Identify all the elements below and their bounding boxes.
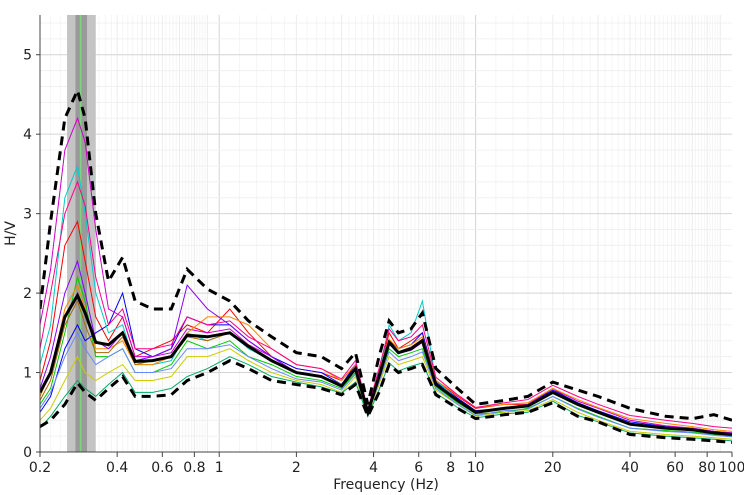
y-tick-label: 5 [23,48,32,64]
x-tick-label: 40 [621,460,639,476]
y-tick-label: 4 [23,127,32,143]
axes [39,15,732,453]
x-tick-label: 1 [215,460,224,476]
window-curve [40,180,732,429]
x-tick-label: 0.4 [106,460,128,476]
x-tick-label: 60 [666,460,684,476]
window-curves [40,116,732,442]
x-tick-label: 2 [292,460,301,476]
y-tick-label: 0 [23,445,32,461]
x-tick-label: 8 [446,460,455,476]
grid [39,15,732,453]
x-tick-label: 0.2 [29,460,51,476]
window-curve [40,331,732,438]
lower-bound-curve [40,358,732,444]
x-tick-label: 100 [719,460,744,476]
x-tick-label: 10 [467,460,485,476]
x-tick-label: 20 [544,460,562,476]
peak-frequency-band [67,15,96,452]
window-curve [40,220,732,436]
y-axis-label: H/V [3,221,19,246]
x-tick-label: 0.8 [183,460,205,476]
y-tick-label: 3 [23,207,32,223]
x-tick-label: 4 [369,460,378,476]
y-tick-label: 2 [23,286,32,302]
mean-curve [40,292,732,437]
window-curve [40,348,732,440]
x-tick-label: 6 [414,460,423,476]
x-tick-label: 0.6 [151,460,173,476]
upper-bound-curve [40,86,732,422]
x-tick-label: 80 [698,460,716,476]
statistic-curves [40,86,732,444]
y-tick-label: 1 [23,366,32,382]
y-tick-labels: 0 1 2 3 4 5 [23,48,40,461]
x-axis-label: Frequency (Hz) [333,477,439,493]
window-curve [40,164,732,436]
window-curve [40,283,732,432]
x-tick-labels: 0.2 0.4 0.6 0.8 1 2 4 6 8 10 20 40 60 80 100 [29,452,744,476]
window-curve [40,356,732,442]
